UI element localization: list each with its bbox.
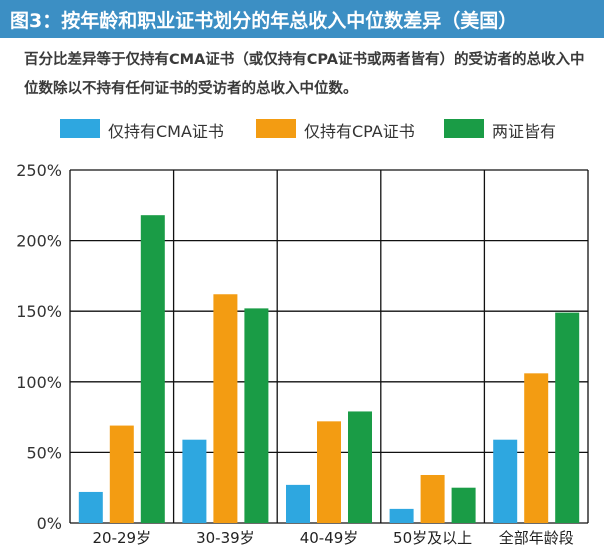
bar-cma [182,439,207,523]
bar-both [140,215,165,523]
legend-swatch-both [444,119,484,138]
bar-cpa [524,373,549,523]
bar-cpa [317,421,341,523]
bar-cpa [109,425,134,523]
bar-cma [78,491,103,523]
y-tick-label: 50% [26,443,62,462]
legend-label-cpa: 仅持有CPA证书 [304,122,415,141]
x-category-label: 40-49岁 [300,529,359,547]
bar-cma [493,439,518,523]
legend-label-both: 两证皆有 [492,122,557,141]
bar-both [348,411,372,523]
x-category-label: 30-39岁 [196,529,255,547]
chart-legend: 仅持有CMA证书 仅持有CPA证书 两证皆有 [60,117,600,141]
bar-cma [389,508,414,523]
x-category-label: 20-29岁 [93,529,152,547]
bar-cpa [420,474,445,523]
bar-cma [286,484,310,523]
legend-swatch-cma [60,119,100,138]
y-tick-label: 0% [37,514,62,533]
y-tick-label: 200% [16,232,62,251]
chart-subtitle: 百分比差异等于仅持有CMA证书（或仅持有CPA证书或两者皆有）的受访者的总收入中… [24,52,585,97]
bar-chart: 0% 50% 100% 150% 200% 250% 20-29岁 30-39岁 40-49岁 5… [16,161,589,547]
legend-label-cma: 仅持有CMA证书 [108,122,224,141]
chart-title: 图3：按年龄和职业证书划分的年总收入中位数差异（美国） [10,10,518,32]
y-tick-label: 100% [16,373,62,392]
bar-both [451,487,476,523]
y-tick-label: 150% [16,302,62,321]
bar-cpa [213,294,238,523]
legend-swatch-cpa [256,119,296,138]
x-category-label: 50岁及以上 [393,529,472,547]
bar-both [555,312,580,523]
chart-header: 图3：按年龄和职业证书划分的年总收入中位数差异（美国） [0,0,604,38]
bar-both [244,308,269,523]
y-tick-label: 250% [16,161,62,180]
x-category-label: 全部年龄段 [499,529,574,547]
